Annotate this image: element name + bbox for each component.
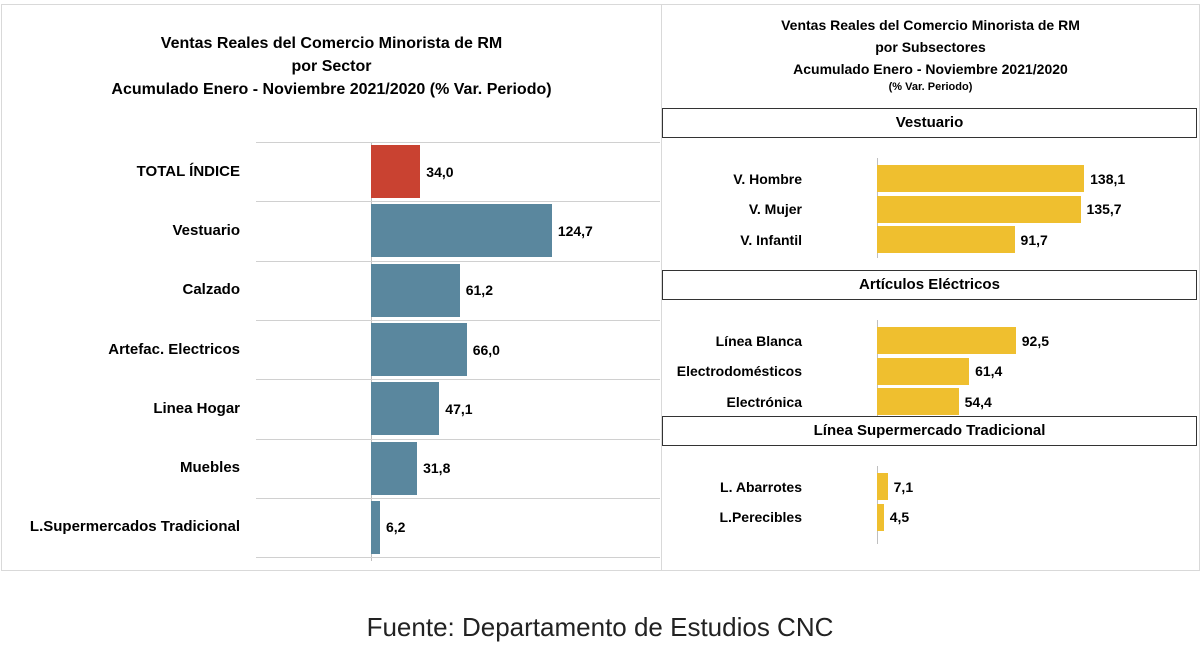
subsector-bar bbox=[877, 357, 970, 385]
subsector-title-line-2: por Subsectores bbox=[875, 39, 986, 55]
subsector-category-label: L.Perecibles bbox=[719, 509, 803, 526]
sector-category-label: TOTAL ÍNDICE bbox=[136, 162, 240, 180]
subsector-title-line-1: Ventas Reales del Comercio Minorista de … bbox=[781, 17, 1080, 33]
subsector-group-header: Artículos Eléctricos bbox=[662, 270, 1197, 300]
sector-value-label: 34,0 bbox=[426, 163, 454, 180]
sector-value-label: 124,7 bbox=[557, 222, 593, 239]
sector-gridline bbox=[256, 201, 660, 203]
subsector-value-label: 4,5 bbox=[889, 509, 910, 526]
sector-category-label: Muebles bbox=[179, 459, 240, 477]
subsector-category-label: V. Mujer bbox=[748, 201, 802, 218]
subsector-bar bbox=[877, 226, 1015, 254]
sector-bar bbox=[371, 204, 552, 258]
sector-value-label: 61,2 bbox=[465, 282, 493, 299]
sector-gridline bbox=[256, 438, 660, 440]
sector-gridline bbox=[256, 260, 660, 262]
sector-title-line-1: Ventas Reales del Comercio Minorista de … bbox=[160, 35, 503, 52]
sector-value-label: 66,0 bbox=[472, 341, 500, 358]
subsector-value-label: 135,7 bbox=[1086, 201, 1122, 218]
sector-gridline bbox=[256, 497, 660, 499]
source-footer: Fuente: Departamento de Estudios CNC bbox=[366, 612, 834, 642]
sector-title-line-2: por Sector bbox=[291, 58, 372, 75]
subsector-category-label: V. Infantil bbox=[740, 231, 802, 248]
sector-bar bbox=[371, 145, 421, 199]
sector-gridline bbox=[256, 379, 660, 381]
sector-gridline bbox=[256, 142, 660, 143]
sector-bar bbox=[371, 500, 380, 554]
sector-bar bbox=[371, 382, 440, 436]
sector-gridline bbox=[256, 319, 660, 321]
sector-category-label: Linea Hogar bbox=[153, 399, 240, 417]
sector-value-label: 47,1 bbox=[445, 400, 473, 417]
sector-chart-panel: Ventas Reales del Comercio Minorista de … bbox=[1, 4, 662, 571]
sector-bar bbox=[371, 323, 467, 377]
subsector-bar bbox=[877, 327, 1016, 354]
sector-category-label: Artefac. Electricos bbox=[108, 340, 240, 358]
subsector-category-label: V. Hombre bbox=[733, 170, 802, 187]
subsector-category-label: Electrónica bbox=[726, 393, 802, 410]
subsector-bar bbox=[877, 473, 888, 500]
subsector-category-label: Electrodomésticos bbox=[676, 363, 802, 380]
sector-value-label: 31,8 bbox=[423, 460, 451, 477]
sector-bar bbox=[371, 441, 418, 495]
subsector-value-label: 92,5 bbox=[1021, 332, 1049, 349]
subsector-category-label: L. Abarrotes bbox=[720, 478, 802, 495]
subsector-value-label: 138,1 bbox=[1090, 170, 1126, 187]
subsector-bar bbox=[877, 165, 1085, 192]
sector-title-line-3: Acumulado Enero - Noviembre 2021/2020 (%… bbox=[111, 81, 552, 98]
sector-category-label: Vestuario bbox=[172, 221, 240, 239]
subsector-chart-title: Ventas Reales del Comercio Minorista de … bbox=[662, 14, 1199, 94]
subsector-category-label: Línea Blanca bbox=[715, 332, 802, 349]
subsector-bar bbox=[877, 388, 959, 416]
subsector-chart-panel: Ventas Reales del Comercio Minorista de … bbox=[661, 4, 1200, 571]
subsector-group-header: Línea Supermercado Tradicional bbox=[662, 416, 1197, 446]
sector-bar bbox=[371, 263, 460, 317]
subsector-value-label: 91,7 bbox=[1020, 231, 1048, 248]
subsector-title-line-4: (% Var. Periodo) bbox=[888, 81, 973, 93]
subsector-value-label: 7,1 bbox=[893, 478, 914, 495]
subsector-group-header: Vestuario bbox=[662, 108, 1197, 138]
subsector-bar bbox=[877, 195, 1081, 223]
subsector-bar bbox=[877, 503, 884, 531]
sector-gridline bbox=[256, 557, 660, 559]
sector-category-label: Calzado bbox=[182, 281, 240, 299]
subsector-value-label: 61,4 bbox=[975, 363, 1003, 380]
sector-value-label: 6,2 bbox=[385, 519, 406, 536]
subsector-value-label: 54,4 bbox=[964, 393, 992, 410]
sector-chart-title: Ventas Reales del Comercio Minorista de … bbox=[2, 32, 661, 101]
sector-category-label: L.Supermercados Tradicional bbox=[29, 518, 240, 536]
subsector-title-line-3: Acumulado Enero - Noviembre 2021/2020 bbox=[793, 61, 1068, 77]
